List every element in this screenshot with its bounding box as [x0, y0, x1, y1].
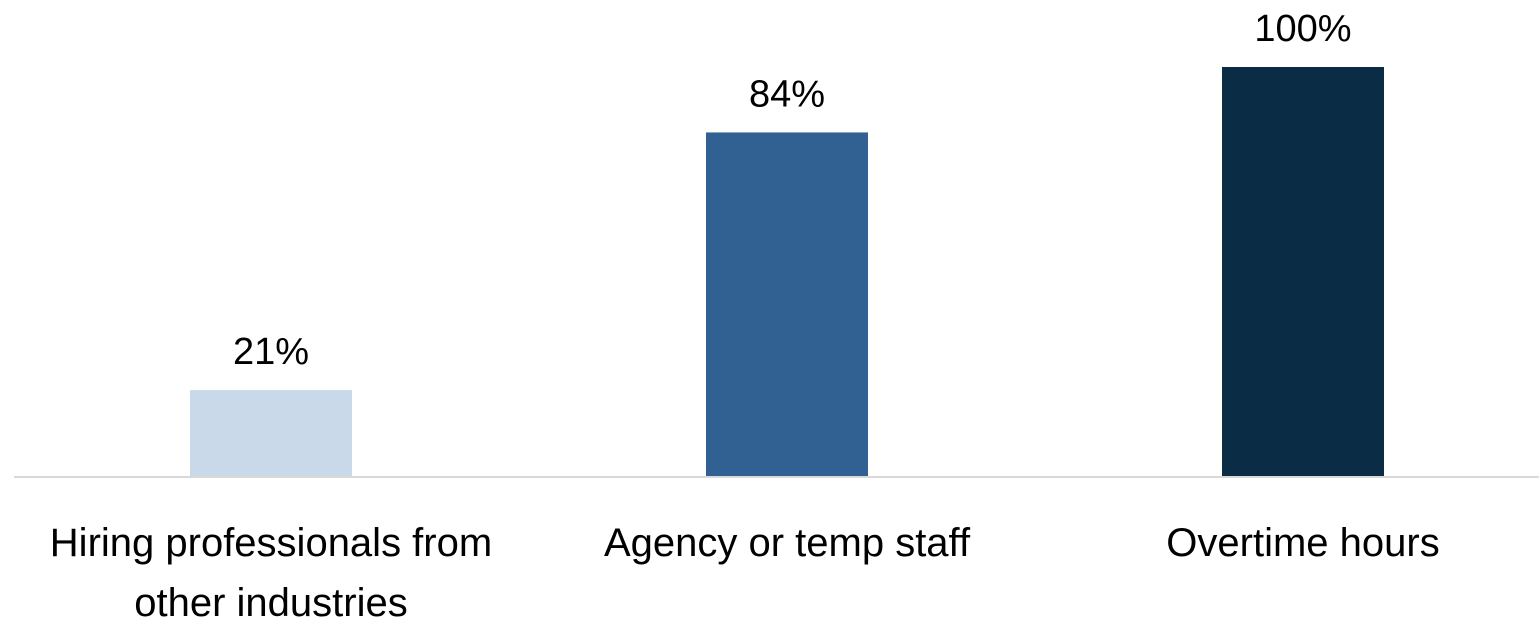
x-tick-label: Hiring professionals from other industri…: [49, 521, 493, 617]
bar: [1222, 67, 1384, 476]
value-label: 21%: [233, 331, 309, 373]
x-tick-label: Agency or temp staff: [603, 521, 971, 565]
bar: [706, 132, 868, 476]
bar: [190, 390, 352, 476]
x-tick-label: Overtime hours: [1166, 521, 1440, 565]
value-label: 100%: [1254, 8, 1351, 50]
value-label: 84%: [749, 73, 825, 115]
